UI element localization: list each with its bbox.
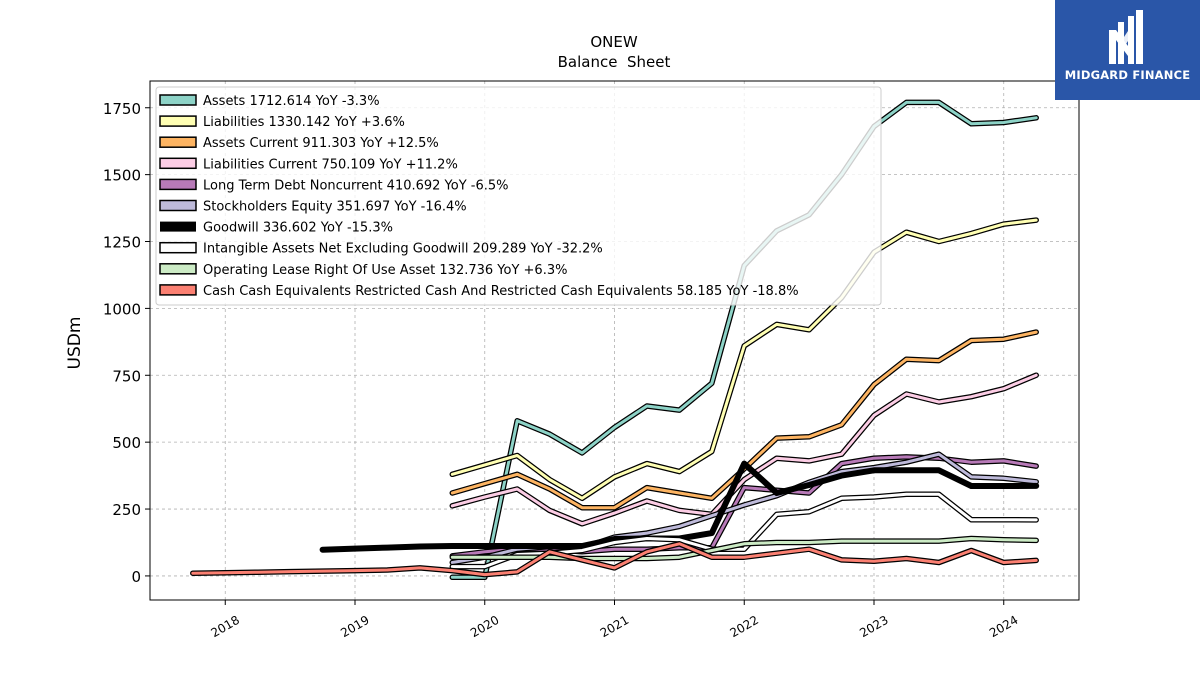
legend-swatch	[159, 263, 197, 275]
legend-label: Goodwill 336.602 YoY -15.3%	[203, 221, 393, 236]
legend-swatch	[160, 221, 196, 232]
x-tick-label: 2019	[338, 613, 371, 640]
midgard-logo-icon	[1109, 10, 1143, 64]
legend-swatch	[159, 94, 197, 106]
chart-title: ONEW	[590, 33, 638, 51]
x-tick-label: 2020	[468, 613, 501, 640]
y-tick-label: 1000	[103, 300, 141, 318]
y-tick-label: 0	[131, 568, 141, 586]
legend-label: Assets 1712.614 YoY -3.3%	[203, 94, 380, 109]
legend-swatch	[159, 157, 197, 170]
x-tick-label: 2024	[987, 613, 1020, 640]
x-tick-label: 2018	[209, 613, 242, 640]
legend-label: Liabilities Current 750.109 YoY +11.2%	[203, 157, 458, 172]
legend-label: Stockholders Equity 351.697 YoY -16.4%	[203, 200, 467, 215]
x-tick-label: 2023	[857, 613, 890, 640]
y-tick-label: 1250	[103, 234, 141, 252]
legend-swatch	[159, 178, 197, 191]
brand-name: MIDGARD FINANCE	[1064, 68, 1191, 82]
x-tick-label: 2022	[728, 613, 761, 640]
x-tick-label: 2021	[598, 613, 631, 640]
legend-label: Assets Current 911.303 YoY +12.5%	[203, 136, 439, 151]
series-line	[450, 537, 1038, 560]
chart-subtitle: Balance Sheet	[558, 53, 671, 71]
legend-label: Cash Cash Equivalents Restricted Cash An…	[203, 284, 799, 299]
y-tick-label: 1750	[103, 100, 141, 118]
y-tick-label: 500	[112, 434, 141, 452]
x-axis-ticks: 2018 2019 2020 2021 2022 2023 2024	[209, 600, 1020, 640]
legend-swatch	[159, 284, 197, 296]
series-line	[450, 218, 1038, 500]
legend-swatch	[159, 199, 197, 212]
series-9	[190, 541, 1039, 578]
y-tick-label: 1500	[103, 167, 141, 185]
series-3	[449, 372, 1039, 527]
legend-label: Long Term Debt Noncurrent 410.692 YoY -6…	[203, 178, 509, 193]
series-1	[449, 217, 1039, 502]
legend-label: Intangible Assets Net Excluding Goodwill…	[203, 242, 603, 257]
y-tick-label: 250	[112, 501, 141, 519]
y-axis-ticks: 0 250 500 750 1000 1250 1500 1750	[103, 100, 150, 586]
legend-label: Operating Lease Right Of Use Asset 132.7…	[203, 263, 567, 278]
series-line	[191, 542, 1038, 577]
legend: Assets 1712.614 YoY -3.3% Liabilities 133…	[155, 86, 882, 306]
legend-label: Liabilities 1330.142 YoY +3.6%	[203, 115, 405, 130]
legend-frame	[155, 86, 882, 306]
series-8	[449, 535, 1039, 562]
legend-swatch	[159, 115, 197, 127]
y-axis-label: USDm	[65, 317, 85, 370]
legend-swatch	[159, 241, 197, 254]
y-tick-label: 750	[112, 367, 141, 385]
series-line	[450, 373, 1038, 526]
legend-swatch	[159, 136, 197, 148]
brand-logo: MIDGARD FINANCE	[1055, 0, 1200, 100]
series-lines	[190, 99, 1040, 581]
